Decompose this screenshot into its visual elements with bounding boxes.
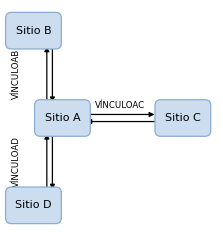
Text: VÍNCULOAD: VÍNCULOAD — [12, 136, 21, 187]
Text: Sitio C: Sitio C — [165, 113, 201, 123]
Text: VÍNCULOAC: VÍNCULOAC — [95, 101, 145, 110]
Text: Sitio A: Sitio A — [45, 113, 80, 123]
Text: Sitio D: Sitio D — [15, 200, 52, 210]
FancyBboxPatch shape — [35, 100, 90, 136]
FancyBboxPatch shape — [155, 100, 211, 136]
FancyBboxPatch shape — [6, 187, 61, 224]
Text: Sitio B: Sitio B — [16, 26, 51, 36]
Text: VÍNCULOAB: VÍNCULOAB — [12, 49, 21, 99]
FancyBboxPatch shape — [6, 12, 61, 49]
